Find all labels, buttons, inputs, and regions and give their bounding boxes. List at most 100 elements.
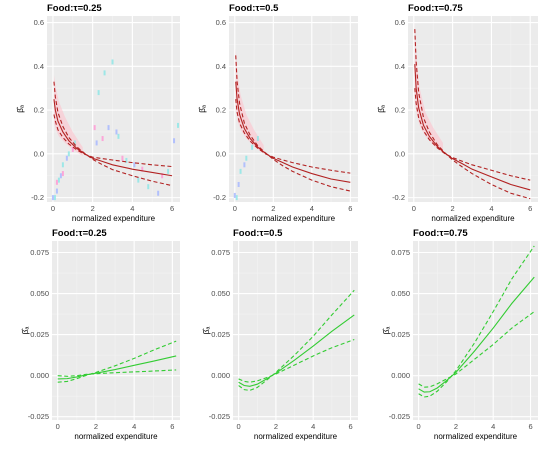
series-line-bound [238,339,355,383]
y-axis-label: β̂ₐ [198,104,207,113]
panel-bottom-left: 0 2 4 6 -0.025 0.000 0.025 0.050 0.075Food:τ=0.2… [21,228,180,441]
x-axis-label: normalized expenditure [431,214,515,223]
plot-background [47,16,180,202]
series-line-bound [414,88,531,181]
plot-background [233,241,358,420]
plot-area [418,245,535,398]
y-tick-label: 0.0 [216,149,226,158]
y-tick-label: 0.6 [216,18,226,27]
scatter-point [239,168,242,174]
scatter-point [233,192,236,198]
scatter-point [141,166,144,172]
x-tick-label: 2 [271,204,275,213]
x-tick-label: 6 [348,422,352,431]
plot-area [51,59,180,201]
x-tick-label: 6 [170,422,174,431]
scatter-point [147,184,150,190]
scatter-point [173,138,176,144]
y-tick-label: 0.075 [391,248,410,257]
x-tick-label: 0 [51,204,55,213]
panel-title: Food:τ=0.5 [229,3,279,14]
y-tick-label: 0.4 [34,62,44,71]
x-axis-label: normalized expenditure [74,432,158,441]
y-tick-label: 0.075 [211,248,230,257]
scatter-point [121,155,124,161]
y-tick-label: -0.025 [209,412,230,421]
y-tick-label: 0.4 [395,62,405,71]
scatter-point [59,173,62,179]
panel-bottom-right: 0 2 4 6 -0.025 0.000 0.025 0.050 0.075Food:τ=0.7… [382,228,538,441]
scatter-point [167,168,170,174]
x-tick-label: 4 [311,422,315,431]
scatter-point [137,177,140,183]
scatter-point [71,146,74,152]
scatter-point [235,195,238,201]
y-tick-label: 0.6 [395,18,405,27]
scatter-point [107,125,110,131]
series-line-bound [235,55,351,192]
scatter-point [57,177,60,183]
confidence-band [235,48,264,154]
scatter-point [61,162,64,168]
scatter-point [61,171,64,177]
x-tick-label: 4 [489,204,493,213]
x-tick-label: 0 [237,422,241,431]
x-tick-label: 0 [417,422,421,431]
x-axis-label: normalized expenditure [254,432,338,441]
scatter-point [125,157,128,163]
scatter-point [237,181,240,187]
scatter-point [51,195,54,201]
x-tick-label: 0 [233,204,237,213]
x-tick-label: 2 [94,422,98,431]
x-tick-label: 2 [274,422,278,431]
y-axis-label: β̂ₐ [382,326,391,335]
plot-area [414,22,531,200]
series-line-estimate [57,355,177,380]
x-tick-label: 0 [412,204,416,213]
scatter-point [53,195,56,201]
x-axis-label: normalized expenditure [434,432,518,441]
y-tick-label: 0.025 [211,330,230,339]
scatter-point [67,151,70,157]
y-axis-label: β̂ₐ [16,104,25,113]
y-tick-label: -0.2 [31,193,44,202]
series-line-bound [418,311,535,388]
y-tick-label: 0.0 [34,149,44,158]
scatter-point [117,133,120,139]
scatter-point [101,136,104,142]
y-tick-label: 0.0 [395,149,405,158]
series-line-bound [53,114,173,168]
y-tick-label: 0.4 [216,62,226,71]
panel-title: Food:τ=0.25 [47,3,102,14]
series-line-bound [53,81,173,187]
y-tick-label: 0.000 [211,371,230,380]
y-tick-label: 0.2 [34,106,44,115]
scatter-point [97,90,100,96]
plot-background [229,16,358,202]
series-line-bound [238,289,355,392]
y-tick-label: 0.2 [216,106,226,115]
scatter-point [177,122,180,128]
plot-background [408,16,538,202]
scatter-point [251,144,254,150]
y-tick-label: -0.025 [28,412,49,421]
x-tick-label: 6 [528,204,532,213]
y-axis-label: β̂ₐ [21,326,30,335]
y-tick-label: 0.2 [395,106,405,115]
x-tick-label: 6 [170,204,174,213]
scatter-point [65,155,68,161]
y-axis-label: β̂ₐ [202,326,211,335]
y-tick-label: -0.025 [389,412,410,421]
plot-area [57,340,177,383]
x-tick-label: 6 [528,422,532,431]
x-tick-label: 4 [310,204,314,213]
scatter-point [115,129,118,135]
y-tick-label: 0.075 [30,248,49,257]
y-tick-label: -0.2 [213,193,226,202]
series-line-bound [414,29,531,200]
